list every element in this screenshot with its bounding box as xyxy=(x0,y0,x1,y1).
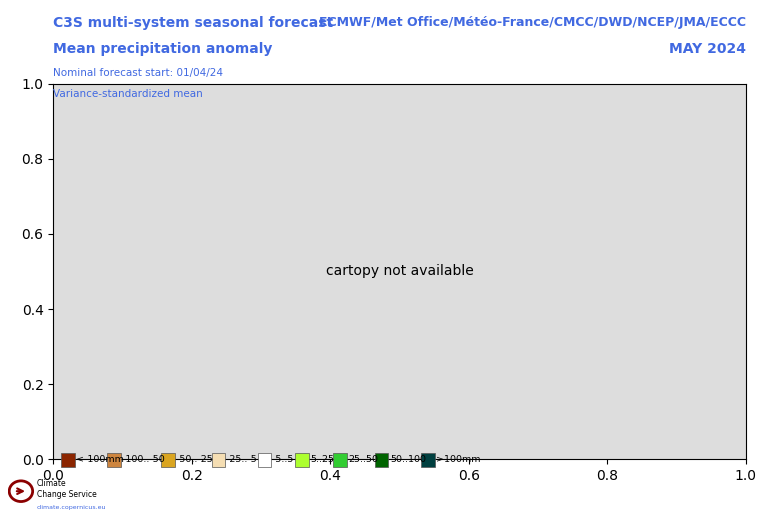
Text: 50..100: 50..100 xyxy=(390,455,426,465)
Text: climate.copernicus.eu: climate.copernicus.eu xyxy=(37,505,107,510)
Text: 25..50: 25..50 xyxy=(349,455,378,465)
Text: >100mm: >100mm xyxy=(436,455,480,465)
Text: -100..-50: -100..-50 xyxy=(122,455,165,465)
Text: MAY 2024: MAY 2024 xyxy=(669,42,746,56)
Text: -5..5: -5..5 xyxy=(273,455,295,465)
Text: ECMWF/Met Office/Météo-France/CMCC/DWD/NCEP/JMA/ECCC: ECMWF/Met Office/Météo-France/CMCC/DWD/N… xyxy=(319,16,746,29)
Text: -25..-5: -25..-5 xyxy=(227,455,257,465)
Text: -50..-25: -50..-25 xyxy=(177,455,213,465)
Text: Variance-standardized mean: Variance-standardized mean xyxy=(53,89,203,99)
Text: <-100mm: <-100mm xyxy=(76,455,124,465)
Text: cartopy not available: cartopy not available xyxy=(326,265,473,278)
Text: Climate
Change Service: Climate Change Service xyxy=(37,479,97,499)
Text: Nominal forecast start: 01/04/24: Nominal forecast start: 01/04/24 xyxy=(53,68,223,78)
Text: C3S multi-system seasonal forecast: C3S multi-system seasonal forecast xyxy=(53,16,333,30)
Text: Mean precipitation anomaly: Mean precipitation anomaly xyxy=(53,42,272,56)
Text: 5..25: 5..25 xyxy=(310,455,335,465)
